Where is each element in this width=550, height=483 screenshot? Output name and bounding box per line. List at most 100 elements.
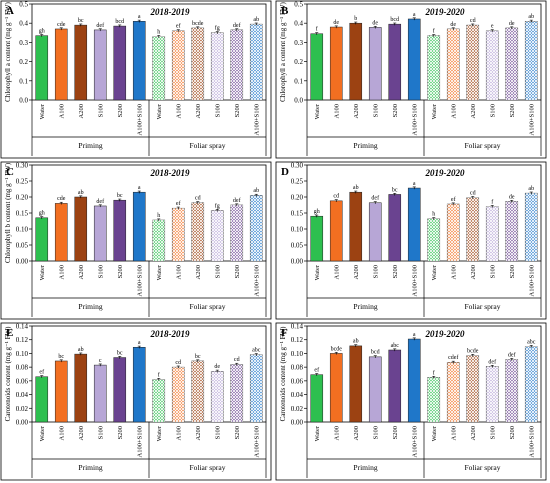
y-tick-label: 0.2 bbox=[294, 58, 303, 66]
y-tick-label: 0.20 bbox=[16, 194, 29, 202]
x-tick-label: A100+S100 bbox=[253, 104, 260, 135]
x-tick-label: S200 bbox=[117, 265, 124, 278]
y-tick-label: 0.06 bbox=[291, 377, 304, 385]
bar-priming bbox=[74, 196, 88, 262]
significance-letter: ab bbox=[353, 185, 359, 191]
y-tick-label: 0.04 bbox=[291, 391, 304, 399]
x-tick-label: A100+S100 bbox=[136, 104, 143, 135]
bar-hatch-overlay bbox=[466, 197, 479, 261]
panel-e: 0.00 0.02 0.04 0.06 0.08 0.10 0.12 0.14 Caroteno… bbox=[0, 323, 272, 481]
bar-priming bbox=[407, 338, 421, 423]
bar-hatch-overlay bbox=[211, 32, 224, 100]
y-axis-label: Chlorophyll a content (mg g⁻¹ FW) bbox=[4, 1, 12, 101]
bar-priming bbox=[310, 374, 324, 423]
x-tick-label: A200 bbox=[195, 265, 202, 279]
bar-priming bbox=[54, 203, 68, 262]
significance-letter: ef bbox=[451, 196, 456, 203]
y-tick-label: 0.25 bbox=[16, 178, 29, 186]
bar-hatch-overlay bbox=[466, 355, 479, 422]
y-tick-label: 0.08 bbox=[291, 364, 304, 372]
significance-letter: bc bbox=[78, 18, 84, 24]
y-tick-label: 0.25 bbox=[291, 178, 304, 186]
y-tick-label: 0.4 bbox=[19, 20, 28, 28]
y-tick-label: 0.20 bbox=[291, 194, 304, 202]
y-tick-label: 0.1 bbox=[19, 77, 28, 85]
x-tick-label: Water bbox=[39, 103, 46, 119]
group-label-foliar: Foliar spray bbox=[189, 141, 225, 150]
significance-letter: def bbox=[488, 358, 496, 365]
x-tick-label: A100 bbox=[58, 104, 65, 118]
bar-priming bbox=[349, 191, 363, 262]
x-tick-label: Water bbox=[314, 264, 321, 280]
significance-letter: fg bbox=[215, 25, 220, 32]
x-tick-label: A100 bbox=[58, 426, 65, 440]
y-tick-label: 0.15 bbox=[291, 210, 304, 218]
bar-hatch-overlay bbox=[466, 25, 479, 100]
panel-title: 2018-2019 bbox=[150, 168, 190, 178]
y-tick-label: 0.00 bbox=[16, 419, 29, 427]
x-tick-label: S100 bbox=[372, 426, 379, 439]
bar-hatch-overlay bbox=[191, 202, 204, 261]
x-tick-label: S100 bbox=[372, 265, 379, 278]
significance-letter: gh bbox=[39, 211, 45, 217]
x-tick-label: A100+S100 bbox=[411, 104, 418, 135]
x-tick-label: A100 bbox=[450, 426, 457, 440]
group-label-foliar: Foliar spray bbox=[464, 463, 500, 472]
significance-letter: ef bbox=[176, 200, 181, 207]
bar-hatch-overlay bbox=[486, 30, 499, 101]
panel-title: 2018-2019 bbox=[150, 7, 190, 17]
bar-hatch-overlay bbox=[211, 371, 224, 422]
bar-priming bbox=[35, 217, 49, 262]
significance-letter: abc bbox=[252, 348, 261, 354]
bar-priming bbox=[93, 205, 107, 262]
significance-letter: cd bbox=[195, 196, 201, 202]
x-tick-label: A100 bbox=[450, 265, 457, 279]
significance-letter: abc bbox=[391, 343, 400, 349]
x-tick-label: A100+S100 bbox=[411, 265, 418, 296]
significance-letter: bcd bbox=[115, 19, 124, 25]
x-tick-label: A200 bbox=[78, 104, 85, 118]
bar-priming bbox=[407, 18, 421, 101]
panel-c: 0.00 0.05 0.10 0.15 0.20 0.25 0.30 Chlorophyll … bbox=[0, 161, 272, 320]
bar-priming bbox=[349, 345, 363, 423]
bar-hatch-overlay bbox=[152, 36, 165, 100]
bar-priming bbox=[74, 353, 88, 423]
x-tick-label: S200 bbox=[509, 265, 516, 278]
significance-letter: bc bbox=[117, 350, 123, 356]
bar-priming bbox=[407, 187, 421, 262]
y-tick-label: 0.05 bbox=[16, 242, 29, 250]
x-tick-label: Water bbox=[156, 264, 163, 280]
y-tick-label: 0.02 bbox=[16, 405, 29, 413]
significance-letter: de bbox=[450, 22, 456, 28]
x-tick-label: Water bbox=[156, 425, 163, 441]
x-tick-label: A100 bbox=[175, 104, 182, 118]
x-tick-label: Water bbox=[431, 425, 438, 441]
significance-letter: a bbox=[413, 12, 416, 18]
x-tick-label: S200 bbox=[392, 426, 399, 439]
significance-letter: de bbox=[372, 20, 378, 26]
significance-letter: bcd bbox=[390, 17, 399, 23]
panel-frame bbox=[0, 161, 272, 320]
bar-hatch-overlay bbox=[250, 24, 263, 100]
x-tick-label: S200 bbox=[117, 426, 124, 439]
bar-hatch-overlay bbox=[447, 28, 460, 100]
significance-letter: a bbox=[413, 332, 416, 338]
significance-letter: cd bbox=[234, 357, 240, 363]
y-tick-label: 0.3 bbox=[19, 39, 28, 47]
panel-title: 2018-2019 bbox=[150, 329, 190, 339]
significance-letter: h bbox=[157, 29, 160, 35]
panel-f: 0.00 0.02 0.04 0.06 0.08 0.10 0.12 0.14 Caroteno… bbox=[275, 323, 547, 481]
y-axis-label: Chlorophyll b content (mg g⁻¹ FW) bbox=[4, 162, 12, 263]
y-axis-label: Carotenoids content (mg g⁻¹ FW) bbox=[4, 326, 12, 422]
significance-letter: cd bbox=[470, 18, 476, 24]
significance-letter: gh bbox=[314, 209, 320, 215]
bar-priming bbox=[388, 23, 402, 101]
x-tick-label: S100 bbox=[489, 104, 496, 117]
significance-letter: bcde bbox=[331, 346, 343, 352]
x-tick-label: A100 bbox=[333, 104, 340, 118]
panel-letter: F bbox=[281, 327, 288, 339]
significance-letter: h bbox=[432, 212, 435, 218]
significance-letter: cd bbox=[470, 190, 476, 196]
x-tick-label: Water bbox=[431, 264, 438, 280]
